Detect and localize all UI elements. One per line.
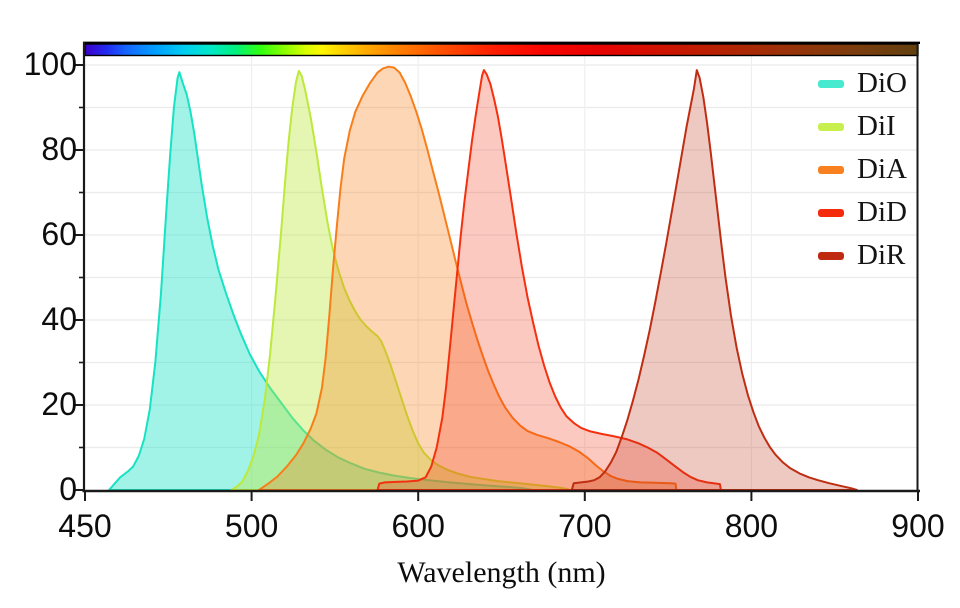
legend-label-DiD: DiD bbox=[857, 196, 907, 228]
colorbar-gradient bbox=[84, 43, 919, 57]
legend-item-DiR: DiR bbox=[818, 234, 907, 277]
legend-swatch-DiR bbox=[818, 251, 844, 260]
legend-item-DiI: DiI bbox=[818, 105, 907, 148]
legend-item-DiD: DiD bbox=[818, 191, 907, 234]
legend-label-DiA: DiA bbox=[857, 153, 907, 185]
y-tick-label-100: 100 bbox=[23, 45, 77, 82]
legend-swatch-DiD bbox=[818, 208, 844, 217]
legend-label-DiI: DiI bbox=[857, 110, 896, 142]
spectra-series bbox=[108, 65, 858, 491]
y-tick-label-60: 60 bbox=[41, 215, 77, 252]
legend-swatch-DiA bbox=[818, 165, 844, 174]
x-tick-label-800: 800 bbox=[724, 508, 779, 544]
spectrum-DiD bbox=[376, 69, 722, 491]
x-tick-label-500: 500 bbox=[224, 508, 279, 544]
x-axis-title: Wavelength (nm) bbox=[397, 556, 606, 589]
y-tick-label-40: 40 bbox=[41, 300, 77, 337]
legend-label-DiO: DiO bbox=[857, 67, 907, 99]
y-tick-label-80: 80 bbox=[41, 130, 77, 167]
x-tick-label-450: 450 bbox=[58, 508, 112, 544]
spectrum-DiA bbox=[258, 65, 678, 491]
legend-swatch-DiO bbox=[818, 79, 844, 88]
x-tick-label-900: 900 bbox=[891, 508, 945, 544]
axes bbox=[75, 42, 920, 501]
y-tick-label-20: 20 bbox=[41, 385, 77, 422]
legend-label-DiR: DiR bbox=[857, 239, 906, 271]
x-tick-label-600: 600 bbox=[391, 508, 445, 544]
x-tick-label-700: 700 bbox=[558, 508, 612, 544]
spectrum-DiO bbox=[108, 71, 534, 491]
gridlines bbox=[85, 56, 918, 490]
y-tick-label-0: 0 bbox=[59, 470, 77, 507]
legend-swatch-DiI bbox=[818, 122, 844, 131]
legend-item-DiO: DiO bbox=[818, 62, 907, 105]
x-axis-tick-labels: 450 500 600 700 800 900 bbox=[0, 508, 960, 552]
legend: DiO DiI DiA DiD DiR bbox=[818, 62, 907, 277]
wavelength-colorbar bbox=[83, 41, 920, 57]
spectrum-DiR bbox=[570, 69, 858, 491]
spectrum-DiI bbox=[230, 69, 571, 491]
y-axis-tick-labels: 0 20 40 60 80 100 bbox=[0, 0, 77, 608]
legend-item-DiA: DiA bbox=[818, 148, 907, 191]
